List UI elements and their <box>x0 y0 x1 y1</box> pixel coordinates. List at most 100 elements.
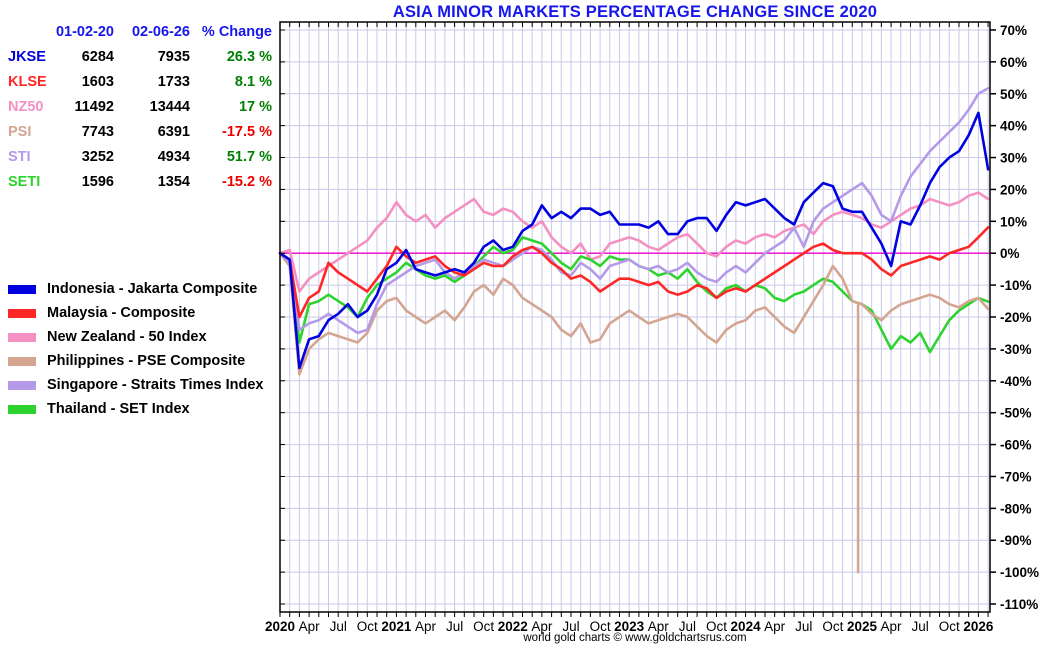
legend-swatch <box>8 308 36 318</box>
x-axis-month-label: Jul <box>795 619 812 634</box>
end-value: 1354 <box>157 174 190 190</box>
x-axis-year-label: 2020 <box>265 619 295 634</box>
ticker-label-sti: STI <box>8 149 31 165</box>
legend-swatch <box>8 284 36 294</box>
y-axis-tick-label: -20% <box>1000 310 1032 325</box>
end-value: 7935 <box>157 49 190 65</box>
y-axis-tick-label: -10% <box>1000 278 1032 293</box>
x-axis-year-label: 2024 <box>731 619 762 634</box>
x-axis-month-label: Apr <box>531 619 553 634</box>
y-axis-tick-label: 30% <box>1000 151 1027 166</box>
end-value: 6391 <box>157 124 190 140</box>
series-line-klse <box>278 226 990 319</box>
y-axis-tick-label: -70% <box>1000 469 1032 484</box>
start-value: 3252 <box>81 149 114 165</box>
x-axis-month-label: Apr <box>764 619 786 634</box>
legend-item: Malaysia - Composite <box>8 301 264 325</box>
legend-item: Indonesia - Jakarta Composite <box>8 277 264 301</box>
legend-swatch <box>8 380 36 390</box>
index-comparison-table: 01-02-20 02-06-26 % Change JKSE 6284 7935 26.3… <box>8 20 272 195</box>
legend-swatch <box>8 356 36 366</box>
start-value: 1603 <box>81 74 114 90</box>
series-line-psi <box>278 251 990 376</box>
legend-label: Malaysia - Composite <box>47 305 196 321</box>
legend-label: Philippines - PSE Composite <box>47 353 246 369</box>
ticker-label-psi: PSI <box>8 124 32 140</box>
end-value: 13444 <box>149 99 190 115</box>
x-axis-month-label: Jul <box>446 619 463 634</box>
start-value: 1596 <box>81 174 114 190</box>
y-axis-tick-label: 50% <box>1000 87 1027 102</box>
chart-title: ASIA MINOR MARKETS PERCENTAGE CHANGE SIN… <box>392 3 878 21</box>
x-axis-year-label: 2025 <box>847 619 878 634</box>
x-axis-month-label: Oct <box>822 619 843 634</box>
y-axis-tick-label: -30% <box>1000 342 1032 357</box>
copyright-credit: world gold charts © www.goldchartsrus.co… <box>523 632 747 644</box>
x-axis-month-label: Apr <box>648 619 670 634</box>
start-value: 6284 <box>81 49 114 65</box>
chart-grid <box>280 22 990 612</box>
y-axis-tick-label: 20% <box>1000 182 1027 197</box>
legend-label: New Zealand - 50 Index <box>47 329 207 345</box>
legend-swatch <box>8 332 36 342</box>
table-row-sti: STI 3252 4934 51.7 % <box>8 145 272 170</box>
ticker-label-jkse: JKSE <box>8 49 46 65</box>
y-axis-tick-label: 60% <box>1000 55 1027 70</box>
y-axis-tick-label: 70% <box>1000 23 1027 38</box>
y-axis-tick-label: -50% <box>1000 406 1032 421</box>
pct-change-value: 17 % <box>238 99 272 115</box>
legend-item: Singapore - Straits Times Index <box>8 373 264 397</box>
x-axis-year-label: 2022 <box>498 619 528 634</box>
table-header-1: 02-06-26 <box>131 24 190 40</box>
y-axis-tick-label: -100% <box>1000 565 1039 580</box>
table-header-row: 01-02-20 02-06-26 % Change <box>8 20 272 45</box>
ticker-label-klse: KLSE <box>8 74 47 90</box>
legend-label: Singapore - Straits Times Index <box>47 377 264 393</box>
legend-item: New Zealand - 50 Index <box>8 325 264 349</box>
x-axis-month-label: Jul <box>330 619 347 634</box>
legend-label: Indonesia - Jakarta Composite <box>47 281 258 297</box>
x-axis-month-label: Apr <box>881 619 903 634</box>
x-axis-month-label: Apr <box>299 619 321 634</box>
end-value: 1733 <box>157 74 190 90</box>
legend-swatch <box>8 404 36 414</box>
x-axis-year-label: 2026 <box>963 619 994 634</box>
x-axis-month-label: Jul <box>679 619 696 634</box>
x-axis-month-label: Oct <box>357 619 378 634</box>
pct-change-value: -15.2 % <box>222 174 272 190</box>
table-header-2: % Change <box>201 24 272 40</box>
ticker-label-seti: SETI <box>8 174 41 190</box>
y-axis-tick-label: -40% <box>1000 374 1032 389</box>
table-header-0: 01-02-20 <box>55 24 114 40</box>
legend-item: Philippines - PSE Composite <box>8 349 264 373</box>
x-axis-month-label: Jul <box>912 619 929 634</box>
y-axis-tick-label: -90% <box>1000 533 1032 548</box>
x-axis-month-label: Oct <box>939 619 960 634</box>
series-line-jkse <box>278 111 990 370</box>
y-axis-tick-label: 10% <box>1000 214 1027 229</box>
x-axis-month-label: Jul <box>562 619 579 634</box>
table-row-nz50: NZ50 11492 13444 17 % <box>8 95 272 120</box>
y-axis-tick-label: -110% <box>1000 597 1038 612</box>
series-line-sti <box>278 87 990 335</box>
table-row-klse: KLSE 1603 1733 8.1 % <box>8 70 272 95</box>
chart-series <box>278 87 990 574</box>
pct-change-value: 8.1 % <box>234 74 272 90</box>
pct-change-value: 51.7 % <box>226 149 272 165</box>
ticker-label-nz50: NZ50 <box>8 99 44 115</box>
table-row-jkse: JKSE 6284 7935 26.3 % <box>8 45 272 70</box>
table-row-psi: PSI 7743 6391 -17.5 % <box>8 120 272 145</box>
pct-change-value: 26.3 % <box>226 49 272 65</box>
pct-change-value: -17.5 % <box>222 124 272 140</box>
legend-item: Thailand - SET Index <box>8 397 264 421</box>
end-value: 4934 <box>157 149 190 165</box>
y-axis-tick-label: -80% <box>1000 501 1032 516</box>
x-axis-year-label: 2023 <box>614 619 645 634</box>
chart-axes: 70% 60% 50% 40% 30% 20% 10% 0% -10% -20% -30% -40% -… <box>265 21 1039 634</box>
chart-legend: Indonesia - Jakarta Composite Malaysia - … <box>8 277 264 421</box>
x-axis-year-label: 2021 <box>381 619 412 634</box>
y-axis-tick-label: 0% <box>1000 246 1020 261</box>
x-axis-month-label: Oct <box>590 619 611 634</box>
x-axis-month-label: Oct <box>706 619 727 634</box>
